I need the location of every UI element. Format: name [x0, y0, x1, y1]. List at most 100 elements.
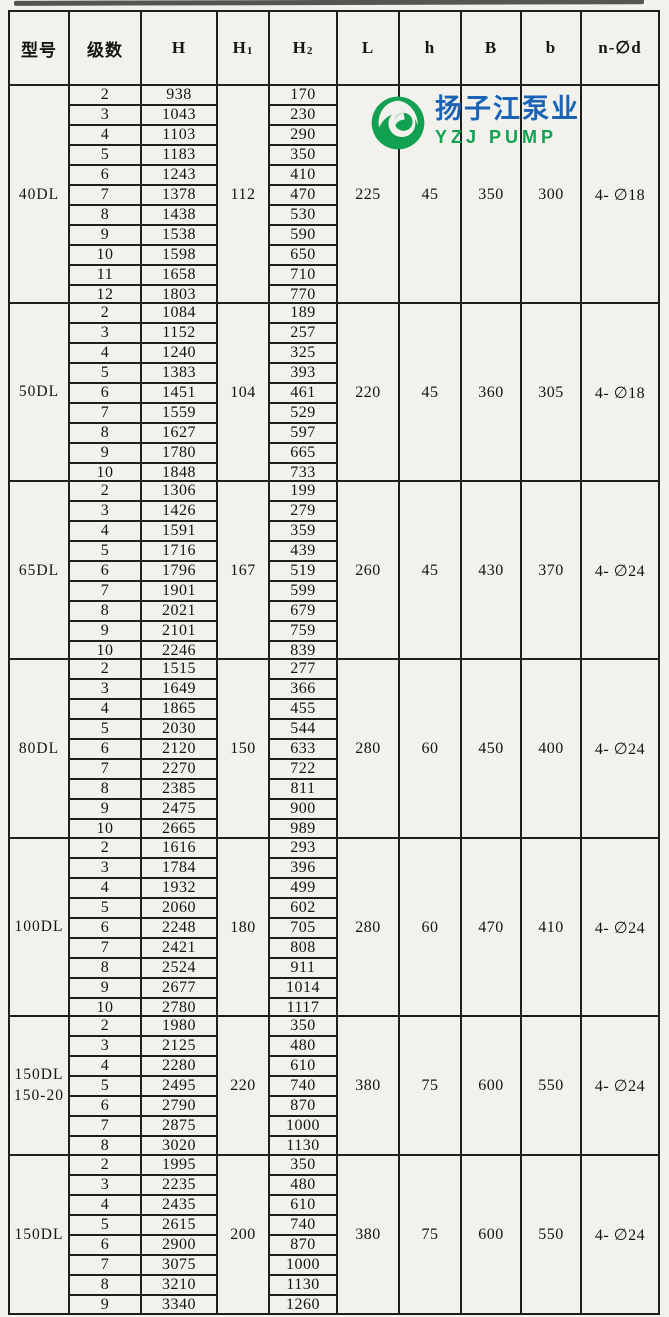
h2-value-column: 170 230 290 350 410 470 530 590 650 710 770 — [270, 86, 338, 304]
h1-cell: 180 — [218, 838, 270, 1017]
h-cell: 60 — [400, 838, 462, 1017]
h-value-cell: 2030 — [142, 720, 216, 741]
h2-value-cell: 350 — [270, 146, 336, 166]
stage-cell: 6 — [70, 1097, 140, 1118]
h2-value-cell: 393 — [270, 364, 336, 384]
h-value-cell: 3020 — [162, 1137, 196, 1155]
h-value-cell: 2385 — [142, 780, 216, 801]
h2-value-cell: 189 — [270, 304, 336, 324]
h1-cell: 150 — [218, 660, 270, 839]
swirl-wave-icon — [370, 95, 426, 156]
l-cell: 225 — [338, 86, 400, 304]
h-value-cell: 1780 — [142, 444, 216, 464]
h-cell: 60 — [400, 660, 462, 839]
stage-cell: 3 — [70, 502, 140, 522]
h2-value-cell: 1130 — [270, 1276, 336, 1297]
stage-cell: 12 — [96, 286, 114, 303]
h2-value-cell: 733 — [290, 463, 316, 481]
stage-cell: 7 — [70, 939, 140, 959]
stage-cell: 6 — [70, 919, 140, 939]
h-value-cell: 2615 — [142, 1216, 216, 1237]
h-value-cell: 2235 — [142, 1176, 216, 1197]
n-phi-d-cell: 4- ∅24 — [594, 1078, 646, 1096]
l-cell: 380 — [338, 1017, 400, 1156]
section-80DL: 80DL 2 3 4 5 6 7 8 9 10 1515 1649 1865 2030 2120 2270 23… — [10, 660, 658, 839]
header-B: B — [462, 12, 522, 84]
h2-value-cell: 870 — [270, 1236, 336, 1257]
h-value-cell: 2495 — [142, 1077, 216, 1098]
h-value-cell: 1515 — [142, 660, 216, 681]
stage-cell: 2 — [70, 86, 140, 106]
n-phi-d-cell: 4- ∅24 — [594, 919, 646, 937]
logo-chinese-text: 扬子江泵业 — [435, 94, 580, 124]
stage-cell: 4 — [70, 126, 140, 146]
h2-value-cell: 325 — [270, 344, 336, 364]
stage-cell: 4 — [70, 522, 140, 542]
h-value-cell: 2248 — [142, 919, 216, 939]
b-lower-cell: 550 — [522, 1156, 582, 1315]
h-value-cell: 1980 — [142, 1017, 216, 1038]
h2-value-column: 199 279 359 439 519 599 679 759 839 — [270, 481, 338, 660]
h2-value-cell: 1014 — [270, 979, 336, 999]
stage-cell: 5 — [70, 899, 140, 919]
h2-value-cell: 350 — [270, 1156, 336, 1177]
h-value-cell: 1243 — [142, 166, 216, 186]
h-value-cell: 2875 — [142, 1117, 216, 1138]
section-150DL: 150DL 150-20 2 3 4 5 6 7 8 1980 2125 2280 2495 2790 2… — [10, 1017, 658, 1157]
stage-cell: 5 — [70, 1216, 140, 1237]
stage-cell: 3 — [70, 1176, 140, 1197]
l-cell: 380 — [338, 1156, 400, 1315]
h2-value-column: 293 396 499 602 705 808 911 1014 1117 — [270, 838, 338, 1017]
h-value-cell: 1932 — [142, 879, 216, 899]
model-cell: 150DL 150-20 — [10, 1017, 70, 1156]
table-body: 40DL 2 3 4 5 6 7 8 9 10 11 12 938 1043 1103 1183 1243 137… — [10, 86, 658, 1315]
model-cell: 80DL — [10, 660, 70, 839]
h2-value-cell: 439 — [270, 542, 336, 562]
stage-cell: 4 — [70, 1196, 140, 1217]
section-65DL: 65DL 2 3 4 5 6 7 8 9 10 1306 1426 1591 1716 1796 1901 20… — [10, 481, 658, 661]
h-value-cell: 2475 — [142, 800, 216, 821]
h2-value-cell: 1130 — [286, 1137, 320, 1155]
h-value-cell: 1559 — [142, 404, 216, 424]
l-cell: 220 — [338, 303, 400, 482]
h2-value-cell: 350 — [270, 1017, 336, 1038]
stage-cell: 6 — [70, 384, 140, 404]
stage-cell: 9 — [100, 1296, 110, 1314]
header-b: b — [522, 12, 582, 84]
stage-cell: 6 — [70, 740, 140, 761]
h2-value-cell: 530 — [270, 206, 336, 226]
stage-cell: 8 — [70, 424, 140, 444]
h2-value-cell: 257 — [270, 324, 336, 344]
h-value-cell: 1084 — [142, 304, 216, 324]
h2-value-cell: 839 — [290, 641, 316, 659]
h2-value-cell: 410 — [270, 166, 336, 186]
h2-value-cell: 679 — [270, 602, 336, 622]
h-value-column: 1995 2235 2435 2615 2900 3075 3210 3340 — [142, 1156, 218, 1315]
h2-value-cell: 199 — [270, 482, 336, 502]
stage-cell: 10 — [70, 246, 140, 266]
h2-value-cell: 710 — [270, 266, 336, 286]
h2-value-cell: 633 — [270, 740, 336, 761]
h-value-cell: 1784 — [142, 859, 216, 879]
stage-cell: 10 — [96, 641, 114, 659]
h2-value-cell: 740 — [270, 1216, 336, 1237]
h-value-column: 1515 1649 1865 2030 2120 2270 2385 2475 2665 — [142, 660, 218, 839]
header-H: H — [142, 12, 218, 84]
h2-value-cell: 650 — [270, 246, 336, 266]
h-value-cell: 1183 — [142, 146, 216, 166]
h-value-cell: 2060 — [142, 899, 216, 919]
logo-text: 扬子江泵业 YZJ PUMP — [435, 94, 580, 147]
stage-cell: 9 — [70, 226, 140, 246]
logo-latin-text: YZJ PUMP — [435, 126, 558, 147]
b-lower-cell: 400 — [522, 660, 582, 839]
h-value-cell: 2790 — [142, 1097, 216, 1118]
h-value-cell: 2101 — [142, 622, 216, 642]
header-stages: 级数 — [70, 12, 142, 84]
h2-value-cell: 279 — [270, 502, 336, 522]
stage-column: 2 3 4 5 6 7 8 9 10 — [70, 303, 142, 482]
h-value-cell: 1848 — [162, 463, 196, 481]
h2-value-cell: 989 — [290, 820, 316, 838]
stage-cell: 2 — [70, 660, 140, 681]
